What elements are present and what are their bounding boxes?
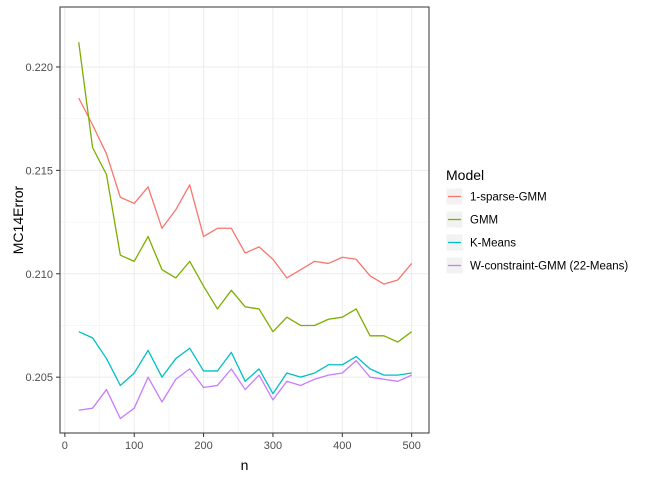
y-tick-label: 0.215 xyxy=(25,165,53,177)
legend-label: 1-sparse-GMM xyxy=(470,192,547,204)
x-tick-label: 300 xyxy=(264,440,282,452)
y-tick-label: 0.205 xyxy=(25,372,53,384)
y-tick-label: 0.220 xyxy=(25,62,53,74)
series-line-1-sparse-gmm xyxy=(78,97,413,285)
x-tick-label: 500 xyxy=(402,440,420,452)
panel-border xyxy=(59,6,430,434)
x-tick-label: 400 xyxy=(333,440,351,452)
series-line-w-constraint-gmm-22-means xyxy=(78,359,412,420)
x-axis: 0 100 200 300 400 500 xyxy=(62,433,421,452)
legend-label: GMM xyxy=(470,215,498,227)
major-grid xyxy=(60,7,429,433)
series-line-k-means xyxy=(78,331,412,395)
y-axis: 0.205 0.210 0.215 0.220 xyxy=(25,62,60,384)
legend: Model 1-sparse-GMM GMM K-Means W-constraint… xyxy=(445,167,628,275)
legend-items: 1-sparse-GMM GMM K-Means W-constraint-GMM (… xyxy=(445,187,628,275)
x-axis-title: n xyxy=(241,457,249,473)
y-axis-title: MC14Error xyxy=(10,185,26,254)
x-tick-label: 200 xyxy=(194,440,212,452)
x-tick-label: 100 xyxy=(125,440,143,452)
legend-title: Model xyxy=(446,167,484,183)
minor-grid xyxy=(60,7,429,433)
y-tick-label: 0.210 xyxy=(25,269,53,281)
series-line-gmm xyxy=(78,42,413,343)
series-lines xyxy=(78,42,413,420)
legend-label: W-constraint-GMM (22-Means) xyxy=(470,261,628,273)
legend-label: K-Means xyxy=(470,238,516,250)
x-tick-label: 0 xyxy=(62,440,68,452)
